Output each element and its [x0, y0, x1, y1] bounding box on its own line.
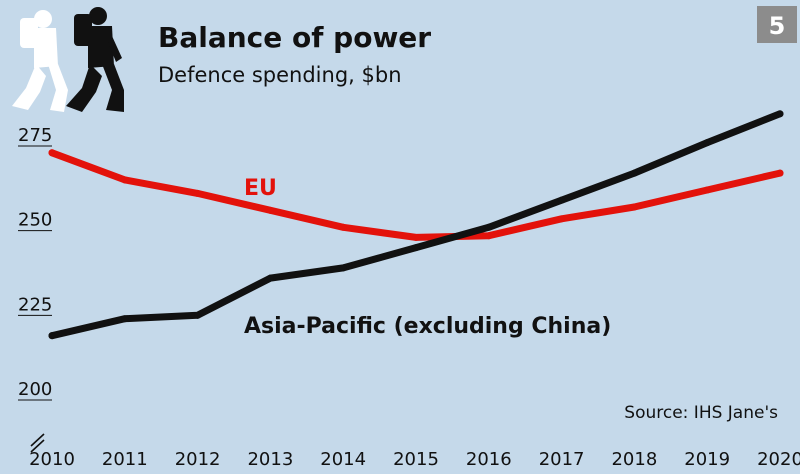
data-point: [412, 244, 420, 252]
data-point: [339, 223, 347, 231]
x-tick-label: 2015: [393, 449, 439, 470]
y-tick-label: 200: [18, 379, 52, 400]
data-point: [194, 311, 202, 319]
x-tick-label: 2010: [29, 449, 75, 470]
chart-title: Balance of power: [158, 21, 431, 54]
data-point: [703, 139, 711, 147]
data-point: [776, 110, 784, 118]
chart-subtitle: Defence spending, $bn: [158, 63, 402, 87]
series-lines: [48, 110, 784, 340]
x-tick-label: 2020: [757, 449, 800, 470]
x-tick-label: 2014: [320, 449, 366, 470]
data-point: [339, 264, 347, 272]
x-tick-label: 2012: [175, 449, 221, 470]
x-tick-label: 2018: [611, 449, 657, 470]
y-tick-label: 250: [18, 210, 52, 231]
data-point: [412, 233, 420, 241]
x-tick-label: 2016: [466, 449, 512, 470]
data-point: [776, 169, 784, 177]
data-point: [121, 176, 129, 184]
data-point: [266, 206, 274, 214]
data-point: [485, 232, 493, 240]
data-point: [121, 315, 129, 323]
x-tick-label: 2013: [247, 449, 293, 470]
chart-number-badge: [757, 6, 797, 43]
x-axis-ticks: 2010 2011 2012 2013 2014 2015 2016 2017 2018 2019…: [29, 449, 800, 470]
data-point: [48, 332, 56, 340]
y-tick-label: 225: [18, 294, 52, 315]
chart-number-badge-label: 5: [769, 12, 786, 40]
series-label-asia-pacific: Asia-Pacific (excluding China): [244, 314, 611, 339]
data-point: [630, 203, 638, 211]
x-tick-label: 2017: [539, 449, 585, 470]
data-point: [703, 186, 711, 194]
soldier-silhouettes-icon: [12, 7, 124, 112]
data-point: [48, 149, 56, 157]
x-tick-label: 2011: [102, 449, 148, 470]
series-line-asia-pacific: [48, 110, 784, 340]
data-point: [194, 189, 202, 197]
y-tick-label: 275: [18, 125, 52, 146]
axis-break-icon: [30, 433, 45, 453]
data-point: [485, 223, 493, 231]
x-tick-label: 2019: [684, 449, 730, 470]
source-note: Source: IHS Jane's: [624, 403, 778, 423]
data-point: [630, 169, 638, 177]
series-label-eu: EU: [244, 176, 277, 201]
y-axis-ticks: 200 225 250 275: [18, 125, 52, 401]
data-point: [558, 196, 566, 204]
data-point: [558, 215, 566, 223]
series-line-eu: [48, 149, 784, 241]
data-point: [266, 274, 274, 282]
